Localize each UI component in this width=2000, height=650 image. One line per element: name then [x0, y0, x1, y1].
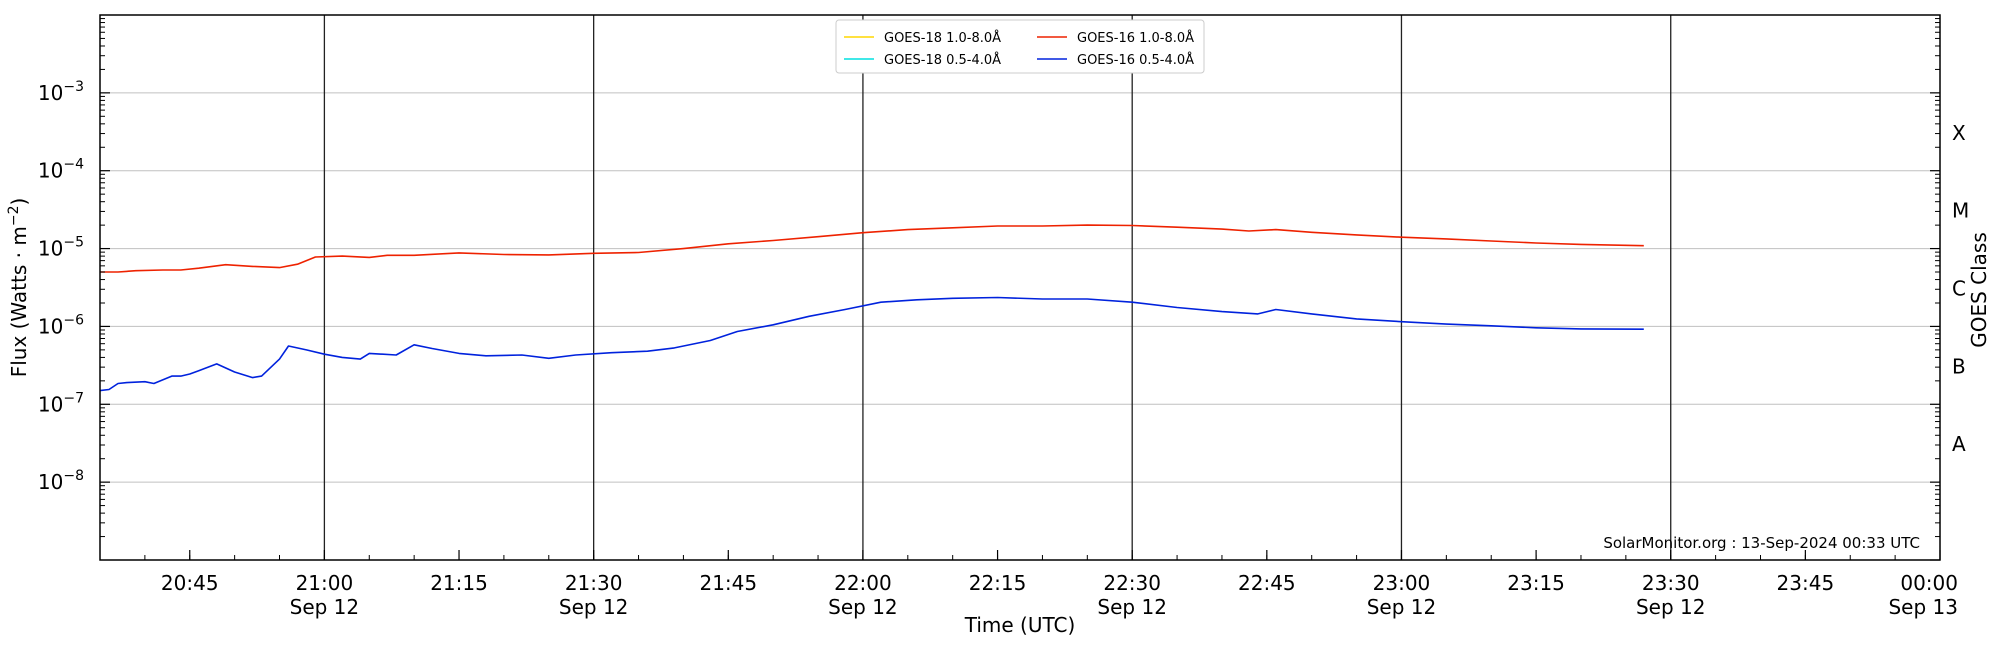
y-tick-exponent: −6 — [63, 312, 84, 328]
goes-class-b: B — [1952, 354, 1966, 378]
x-tick-time: 22:30 — [1103, 571, 1161, 595]
y-tick-label: 10−5 — [38, 235, 84, 261]
y-tick-label: 10−6 — [38, 312, 84, 338]
goes-class-a: A — [1952, 432, 1966, 456]
x-tick-time: 23:45 — [1777, 571, 1835, 595]
y-tick-exponent: −3 — [63, 79, 84, 95]
x-tick-date: Sep 13 — [1888, 595, 1958, 619]
y-axis-label: Flux (Watts · m−2) — [6, 198, 31, 378]
goes-class-axis-label: GOES Class — [1967, 232, 1991, 348]
x-axis-label: Time (UTC) — [964, 613, 1076, 637]
legend-label-0: GOES-18 1.0-8.0Å — [884, 30, 1001, 46]
y-axis-label-end: ) — [7, 198, 31, 206]
x-tick-date: Sep 12 — [828, 595, 898, 619]
y-tick-label: 10−4 — [38, 157, 84, 183]
y-tick-exponent: −5 — [63, 235, 84, 251]
x-tick-date: Sep 12 — [1636, 595, 1706, 619]
y-tick-base: 10 — [38, 392, 63, 416]
legend-box — [835, 19, 1205, 74]
goes-class-m: M — [1952, 199, 1969, 223]
x-tick-time: 20:45 — [161, 571, 219, 595]
x-tick-time: 23:00 — [1373, 571, 1431, 595]
credit-text: SolarMonitor.org : 13-Sep-2024 00:33 UTC — [1603, 534, 1920, 552]
legend: GOES-18 1.0-8.0Å GOES-16 1.0-8.0Å GOES-18 … — [835, 19, 1205, 74]
x-tick-date: Sep 12 — [1367, 595, 1437, 619]
vertical-markers — [323, 15, 1672, 560]
y-tick-base: 10 — [38, 237, 63, 261]
goes-class-c: C — [1952, 277, 1966, 301]
x-tick-time: 21:45 — [699, 571, 757, 595]
x-tick-time: 21:15 — [430, 571, 488, 595]
plot-frame — [99, 14, 1941, 561]
grid — [100, 92, 1940, 483]
x-tick-date: Sep 12 — [290, 595, 360, 619]
y-tick-label: 10−7 — [38, 390, 84, 416]
y-axis-ticks: 10−810−710−610−510−410−3 — [38, 18, 1940, 561]
legend-label-2: GOES-18 0.5-4.0Å — [884, 52, 1001, 68]
x-tick-time: 21:00 — [296, 571, 354, 595]
x-tick-time: 21:30 — [565, 571, 623, 595]
y-tick-label: 10−3 — [38, 79, 84, 105]
goes-class-labels: A B C M X — [1952, 121, 1969, 456]
series-group — [99, 224, 1644, 392]
goes-class-x: X — [1952, 121, 1966, 145]
y-tick-exponent: −4 — [63, 157, 84, 173]
series-line-1 — [100, 224, 1644, 273]
x-tick-date: Sep 12 — [559, 595, 629, 619]
x-tick-time: 00:00 — [1900, 571, 1958, 595]
y-tick-base: 10 — [38, 81, 63, 105]
x-tick-time: 23:15 — [1507, 571, 1565, 595]
x-tick-time: 22:00 — [834, 571, 892, 595]
y-axis-label-exponent: −2 — [6, 206, 22, 227]
y-tick-base: 10 — [38, 470, 63, 494]
series-line-3 — [99, 296, 1644, 392]
y-tick-label: 10−8 — [38, 468, 84, 494]
x-tick-time: 22:15 — [969, 571, 1027, 595]
y-tick-exponent: −7 — [63, 390, 84, 406]
x-tick-date: Sep 12 — [1097, 595, 1167, 619]
legend-label-1: GOES-16 1.0-8.0Å — [1077, 30, 1194, 46]
x-tick-time: 23:30 — [1642, 571, 1700, 595]
y-tick-exponent: −8 — [63, 468, 84, 484]
y-tick-base: 10 — [38, 314, 63, 338]
y-tick-base: 10 — [38, 159, 63, 183]
y-axis-label-main: Flux (Watts · m — [7, 226, 31, 377]
legend-label-3: GOES-16 0.5-4.0Å — [1077, 52, 1194, 68]
x-tick-time: 22:45 — [1238, 571, 1296, 595]
